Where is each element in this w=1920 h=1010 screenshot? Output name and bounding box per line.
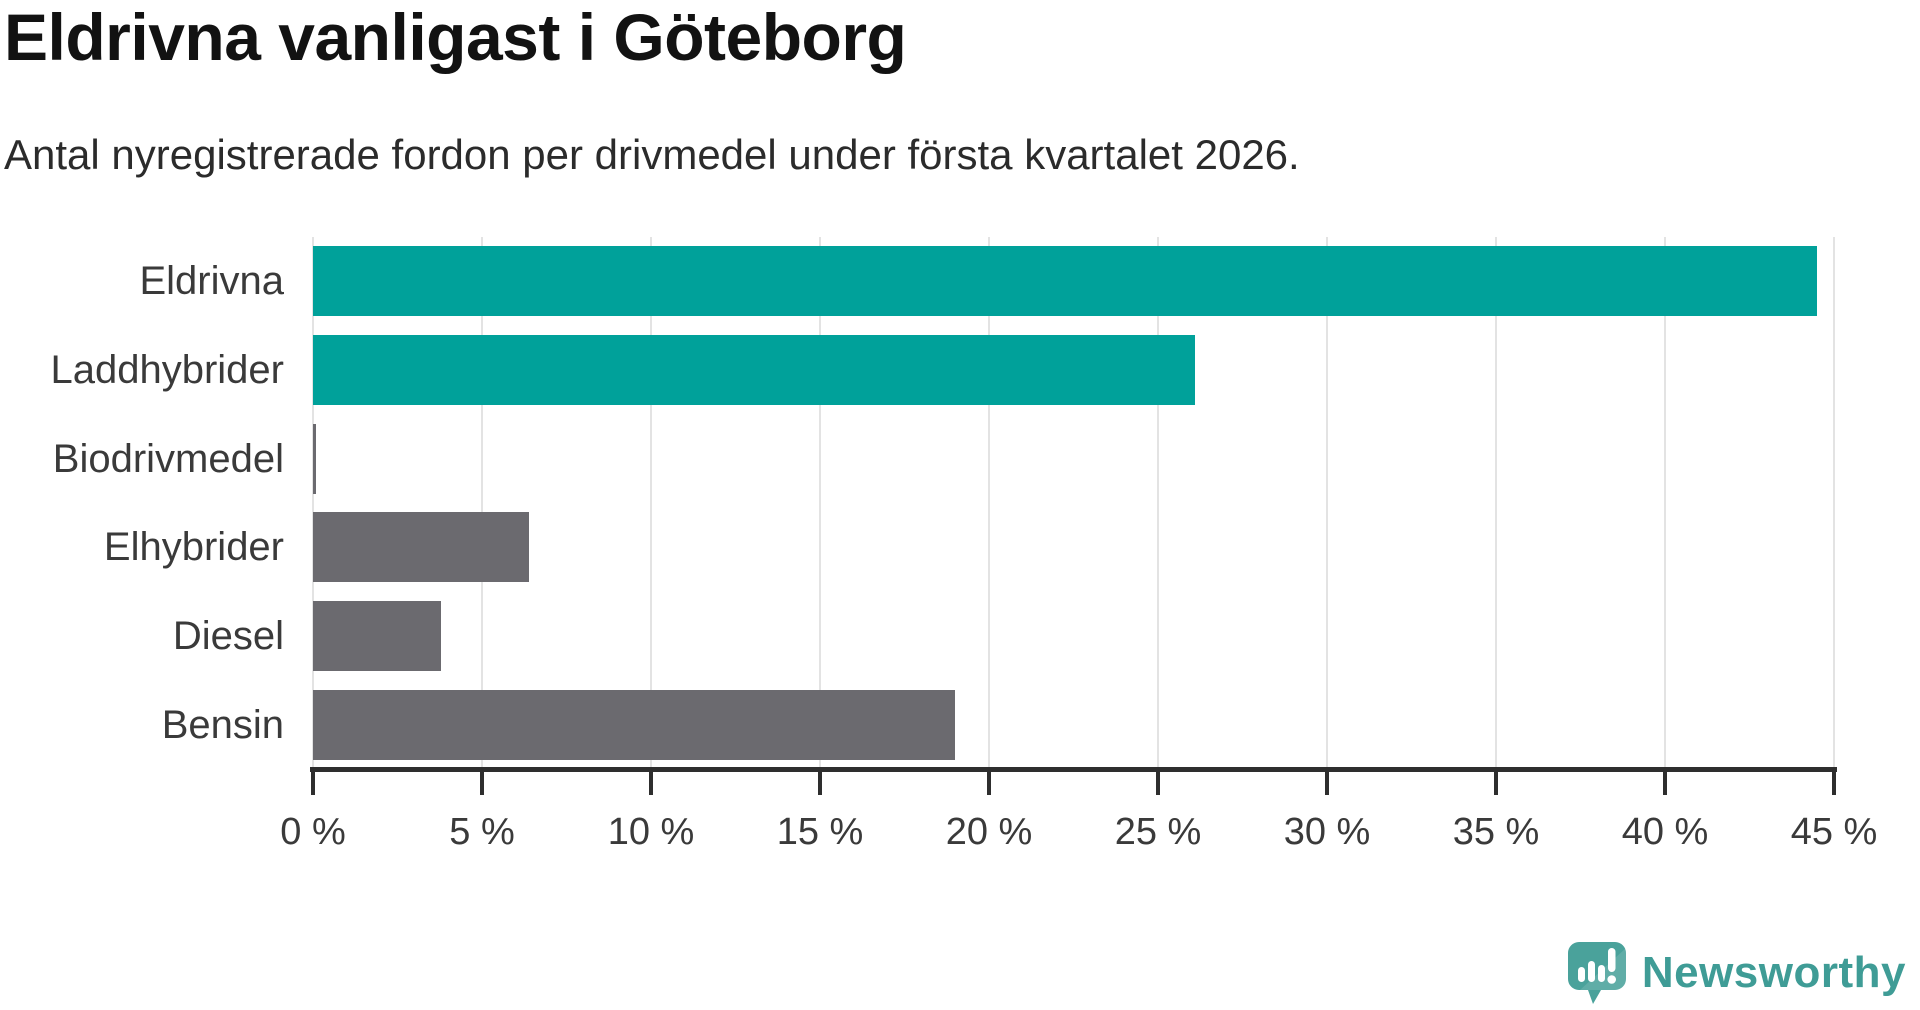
x-axis-tick-15	[818, 767, 822, 795]
gridline-20	[988, 237, 990, 769]
category-label-elhybrider: Elhybrider	[103, 525, 284, 570]
x-axis-line	[310, 767, 1837, 772]
gridline-30	[1326, 237, 1328, 769]
bar-elhybrider	[313, 512, 530, 583]
category-label-eldrivna: Eldrivna	[139, 259, 284, 304]
x-axis-tick-20	[987, 767, 991, 795]
gridline-10	[650, 237, 652, 769]
x-axis-tick-5	[480, 767, 484, 795]
x-tick-label-40: 40 %	[1621, 811, 1709, 853]
x-tick-label-10: 10 %	[607, 811, 695, 853]
newsworthy-logo: Newsworthy	[1566, 940, 1906, 1006]
chart-title: Eldrivna vanligast i Göteborg	[4, 0, 907, 74]
x-axis-tick-10	[649, 767, 653, 795]
gridline-5	[481, 237, 483, 769]
gridline-0	[312, 237, 314, 769]
x-tick-label-30: 30 %	[1283, 811, 1371, 853]
x-tick-label-35: 35 %	[1452, 811, 1540, 853]
x-tick-label-5: 5 %	[449, 811, 515, 853]
x-axis-tick-35	[1494, 767, 1498, 795]
x-tick-label-25: 25 %	[1114, 811, 1202, 853]
category-label-bensin: Bensin	[161, 702, 284, 747]
x-tick-label-0: 0 %	[280, 811, 346, 853]
category-label-biodrivmedel: Biodrivmedel	[52, 436, 284, 481]
bar-bensin	[313, 689, 956, 760]
bar-laddhybrider	[313, 335, 1196, 405]
x-axis-tick-30	[1325, 767, 1329, 795]
x-tick-label-45: 45 %	[1790, 811, 1878, 853]
gridline-15	[819, 237, 821, 769]
chart-subtitle: Antal nyregistrerade fordon per drivmede…	[4, 131, 1300, 178]
gridline-35	[1495, 237, 1497, 769]
x-tick-label-20: 20 %	[945, 811, 1033, 853]
bar-diesel	[313, 601, 442, 671]
x-axis-tick-40	[1663, 767, 1667, 795]
gridline-25	[1157, 237, 1159, 769]
bar-eldrivna	[313, 246, 1818, 317]
x-tick-label-15: 15 %	[776, 811, 864, 853]
newsworthy-logo-icon	[1567, 942, 1626, 1004]
category-label-laddhybrider: Laddhybrider	[50, 348, 285, 392]
gridline-45	[1833, 237, 1835, 769]
category-label-diesel: Diesel	[172, 614, 284, 658]
gridline-40	[1664, 237, 1666, 769]
x-axis-tick-0	[311, 767, 315, 795]
newsworthy-logo-text: Newsworthy	[1641, 948, 1906, 997]
x-axis-tick-25	[1156, 767, 1160, 795]
bar-biodrivmedel	[313, 423, 317, 494]
x-axis-tick-45	[1832, 767, 1836, 795]
